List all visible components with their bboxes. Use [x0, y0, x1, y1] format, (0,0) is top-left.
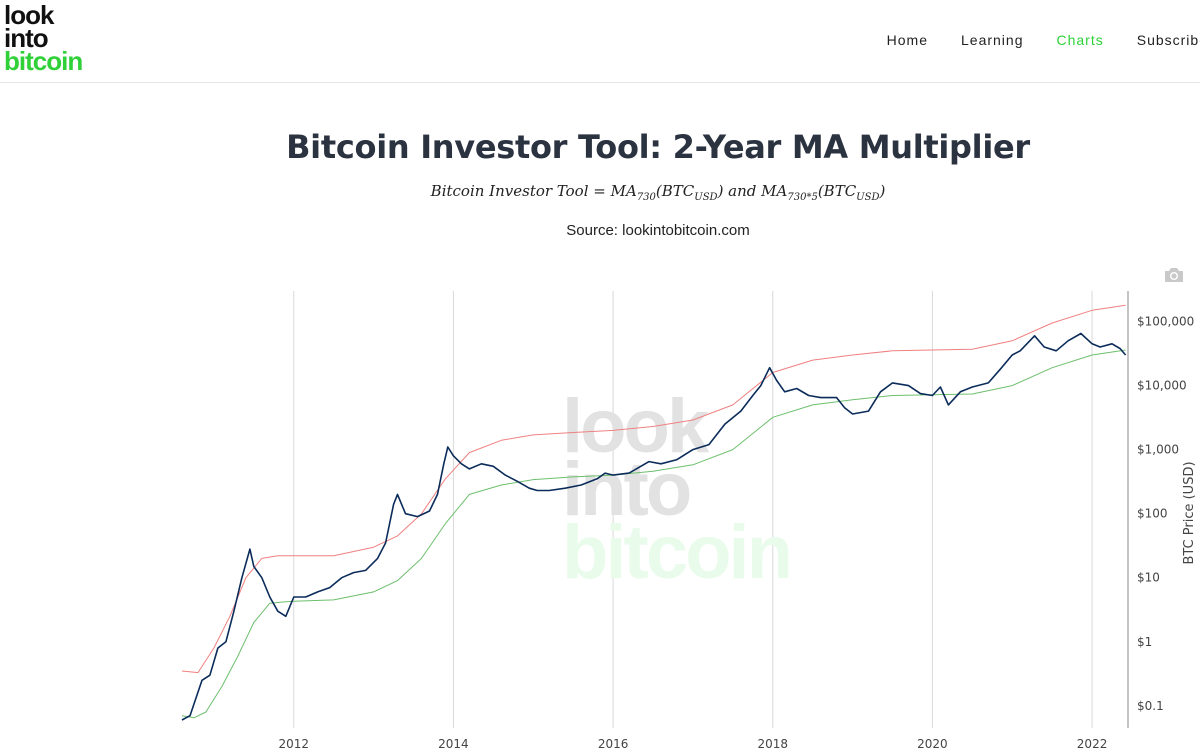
logo-line-into: into	[4, 23, 49, 53]
y-tick-$0.1: $0.1	[1137, 699, 1164, 713]
nav-learning[interactable]: Learning	[961, 32, 1024, 48]
logo-line-bitcoin: bitcoin	[4, 46, 83, 76]
upper-ma-line	[181, 304, 1126, 674]
formula-part-1: Bitcoin Investor Tool = MA	[430, 182, 637, 200]
y-tick-$10,000: $10,000	[1137, 379, 1187, 393]
page-title: Bitcoin Investor Tool: 2-Year MA Multipl…	[286, 128, 1030, 166]
y-tick-$100: $100	[1137, 507, 1168, 521]
formula-sub-2: USD	[694, 192, 718, 203]
x-tick-2018: 2018	[757, 737, 788, 751]
formula-sub-4: USD	[856, 192, 880, 203]
formula-sub-1: 730	[636, 192, 656, 203]
main-nav: Home Learning Charts Subscribe	[854, 32, 1200, 52]
watermark-bitcoin: bitcoin	[562, 510, 790, 595]
x-grid	[293, 291, 1093, 728]
x-axis-ticks: 2012 2014 2016 2018 2020 2022	[278, 737, 1107, 751]
chart-formula: Bitcoin Investor Tool = MA730(BTCUSD) an…	[0, 182, 1200, 203]
chart-source: Source: lookintobitcoin.com	[566, 222, 750, 239]
formula-part-5: )	[879, 182, 886, 200]
camera-icon[interactable]	[1164, 266, 1184, 284]
formula-part-3: ) and MA	[717, 182, 788, 200]
y-tick-$1,000: $1,000	[1137, 443, 1179, 457]
y-axis-label: BTC Price (USD)	[1182, 461, 1197, 564]
site-logo[interactable]: look into bitcoin	[4, 0, 83, 76]
formula-part-2: (BTC	[655, 182, 695, 200]
y-tick-$100,000: $100,000	[1137, 315, 1194, 329]
formula-part-4: (BTC	[817, 182, 857, 200]
site-header: look into bitcoin Home Learning Charts S…	[0, 0, 1200, 83]
x-tick-2022: 2022	[1077, 737, 1108, 751]
x-tick-2020: 2020	[917, 737, 948, 751]
y-tick-$1: $1	[1137, 635, 1152, 649]
nav-home[interactable]: Home	[886, 32, 928, 48]
formula-sub-3: 730*5	[787, 192, 818, 203]
watermark-look: look	[562, 384, 710, 469]
price-line	[181, 332, 1127, 721]
x-tick-2014: 2014	[438, 737, 469, 751]
nav-subscribe[interactable]: Subscribe	[1136, 32, 1200, 48]
logo-line-look: look	[4, 0, 54, 30]
series-lines	[181, 304, 1127, 721]
y-axis-ticks: $0.1 $1 $10 $100 $1,000 $10,000 $100,000	[1137, 315, 1194, 713]
y-tick-$10: $10	[1137, 571, 1160, 585]
x-tick-2012: 2012	[278, 737, 309, 751]
nav-charts[interactable]: Charts	[1056, 32, 1104, 48]
watermark: look into bitcoin	[562, 384, 793, 595]
x-tick-2016: 2016	[598, 737, 629, 751]
